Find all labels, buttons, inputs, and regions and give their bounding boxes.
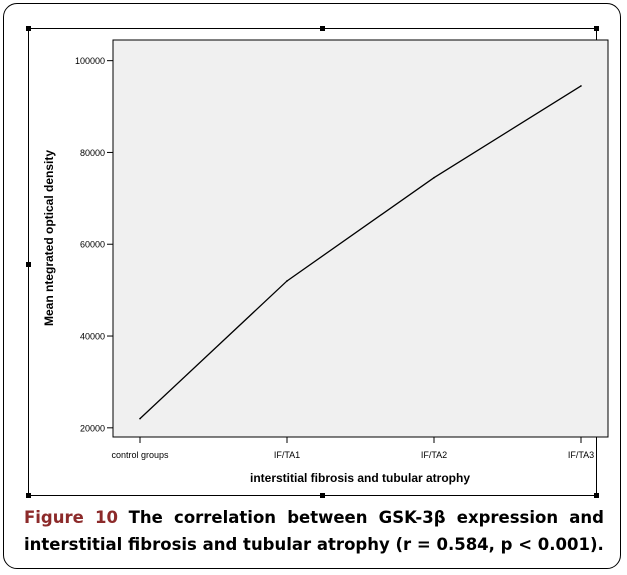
data-point	[286, 280, 288, 282]
y-tick-label: 100000	[75, 56, 105, 66]
resize-handle-bottom-center[interactable]	[320, 493, 325, 498]
x-tick-label: IF/TA3	[568, 450, 594, 460]
series-group	[139, 85, 582, 420]
y-axis-label: Mean ntegrated optical density	[42, 150, 56, 326]
x-tick-label: IF/TA1	[274, 450, 300, 460]
figure-caption: Figure 10 The correlation between GSK-3β…	[24, 504, 604, 558]
resize-handle-top-center[interactable]	[320, 26, 325, 31]
figure-number: Figure 10	[24, 508, 118, 527]
data-point	[139, 417, 141, 420]
y-tick-label: 20000	[80, 423, 105, 433]
x-axis-label: interstitial fibrosis and tubular atroph…	[250, 471, 470, 485]
data-point	[580, 85, 582, 87]
data-point	[433, 176, 435, 179]
y-tick-label: 80000	[80, 148, 105, 158]
resize-handle-bottom-right[interactable]	[594, 493, 599, 498]
x-axis: control groups IF/TA1 IF/TA2 IF/TA3	[111, 437, 594, 460]
resize-handle-middle-left[interactable]	[26, 262, 31, 267]
x-tick-label: IF/TA2	[421, 450, 447, 460]
plot-area	[112, 39, 609, 438]
resize-handle-top-left[interactable]	[26, 26, 31, 31]
x-tick-label: control groups	[111, 450, 169, 460]
y-tick-label: 40000	[80, 332, 105, 342]
y-axis: 20000 40000 60000 80000 100000	[75, 56, 113, 433]
y-tick-label: 60000	[80, 240, 105, 250]
figure-caption-text: The correlation between GSK-3β expressio…	[24, 508, 604, 554]
series-line	[139, 85, 582, 420]
resize-handle-bottom-left[interactable]	[26, 493, 31, 498]
resize-handle-top-right[interactable]	[594, 26, 599, 31]
